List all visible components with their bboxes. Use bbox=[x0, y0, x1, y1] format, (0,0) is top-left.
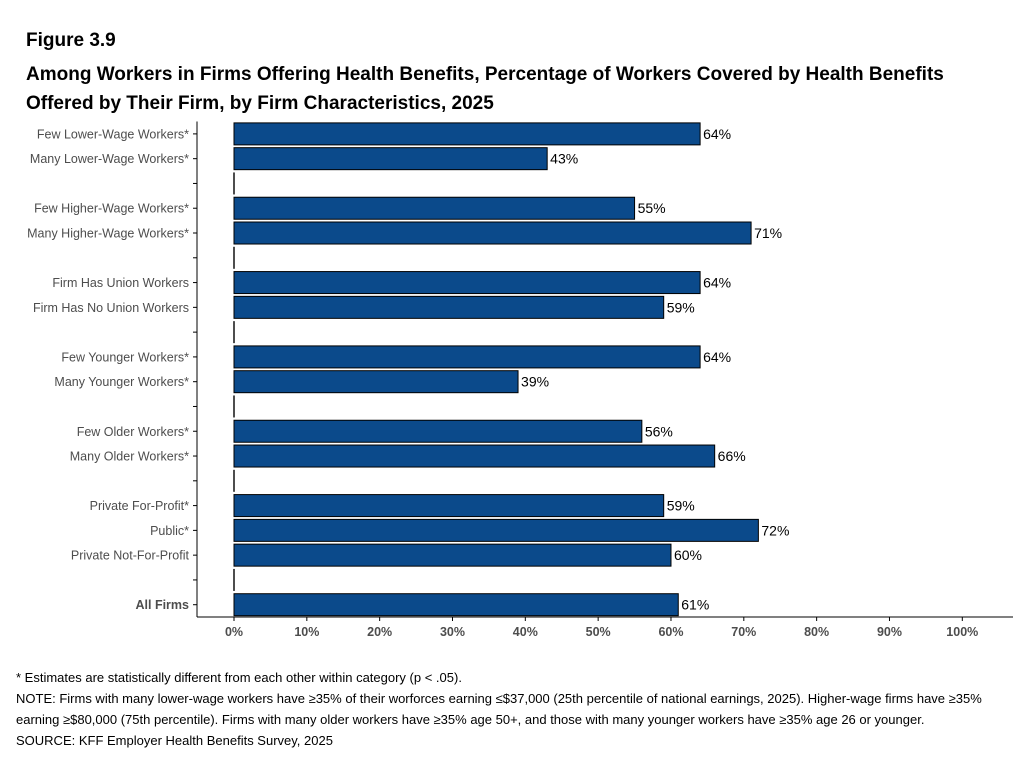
asterisk-note: * Estimates are statistically different … bbox=[16, 670, 462, 685]
category-label: Few Lower-Wage Workers* bbox=[37, 127, 189, 141]
data-label: 59% bbox=[667, 498, 695, 514]
methodology-note: NOTE: Firms with many lower-wage workers… bbox=[16, 691, 982, 727]
data-label: 64% bbox=[703, 126, 731, 142]
data-label: 61% bbox=[681, 597, 709, 613]
x-tick-label: 20% bbox=[367, 625, 392, 639]
data-label: 71% bbox=[754, 225, 782, 241]
data-label: 56% bbox=[645, 423, 673, 439]
bar bbox=[233, 345, 701, 369]
category-label: Private Not-For-Profit bbox=[71, 549, 190, 563]
data-label: 60% bbox=[674, 547, 702, 563]
category-label: Many Younger Workers* bbox=[54, 375, 189, 389]
x-tick-label: 10% bbox=[294, 625, 319, 639]
category-label: Firm Has No Union Workers bbox=[33, 301, 189, 315]
bar bbox=[233, 543, 672, 567]
data-label: 59% bbox=[667, 299, 695, 315]
data-label: 72% bbox=[761, 522, 789, 538]
source-note: SOURCE: KFF Employer Health Benefits Sur… bbox=[16, 733, 333, 748]
x-tick-label: 100% bbox=[946, 625, 978, 639]
category-label: Firm Has Union Workers bbox=[52, 276, 189, 290]
bar bbox=[233, 518, 759, 542]
bar bbox=[233, 494, 665, 518]
x-tick-label: 30% bbox=[440, 625, 465, 639]
bar bbox=[233, 419, 643, 443]
x-tick-label: 40% bbox=[513, 625, 538, 639]
bar bbox=[233, 444, 716, 468]
x-tick-label: 80% bbox=[804, 625, 829, 639]
x-tick-label: 60% bbox=[658, 625, 683, 639]
bar bbox=[233, 196, 636, 220]
x-tick-label: 70% bbox=[731, 625, 756, 639]
category-label: Many Older Workers* bbox=[70, 450, 189, 464]
data-label: 43% bbox=[550, 151, 578, 167]
data-label: 64% bbox=[703, 349, 731, 365]
x-tick-label: 0% bbox=[225, 625, 243, 639]
bar bbox=[233, 122, 701, 146]
data-label: 55% bbox=[638, 200, 666, 216]
category-label: Many Higher-Wage Workers* bbox=[27, 227, 189, 241]
chart-notes: * Estimates are statistically different … bbox=[16, 667, 1006, 751]
x-tick-label: 50% bbox=[586, 625, 611, 639]
category-label: Private For-Profit* bbox=[90, 499, 189, 513]
category-label: Public* bbox=[150, 524, 189, 538]
data-label: 39% bbox=[521, 374, 549, 390]
x-tick-label: 90% bbox=[877, 625, 902, 639]
chart-title: Among Workers in Firms Offering Health B… bbox=[26, 64, 944, 114]
bar bbox=[233, 295, 665, 319]
category-label: Few Younger Workers* bbox=[61, 350, 189, 364]
bar bbox=[233, 593, 679, 617]
category-label: Few Higher-Wage Workers* bbox=[34, 202, 189, 216]
bar bbox=[233, 221, 752, 245]
bar bbox=[233, 271, 701, 295]
data-label: 64% bbox=[703, 275, 731, 291]
bar bbox=[233, 370, 519, 394]
bar bbox=[233, 147, 548, 171]
category-label: All Firms bbox=[136, 598, 190, 612]
data-label: 66% bbox=[718, 448, 746, 464]
category-label: Few Older Workers* bbox=[77, 425, 189, 439]
figure-label: Figure 3.9 bbox=[26, 30, 116, 51]
category-label: Many Lower-Wage Workers* bbox=[30, 152, 189, 166]
